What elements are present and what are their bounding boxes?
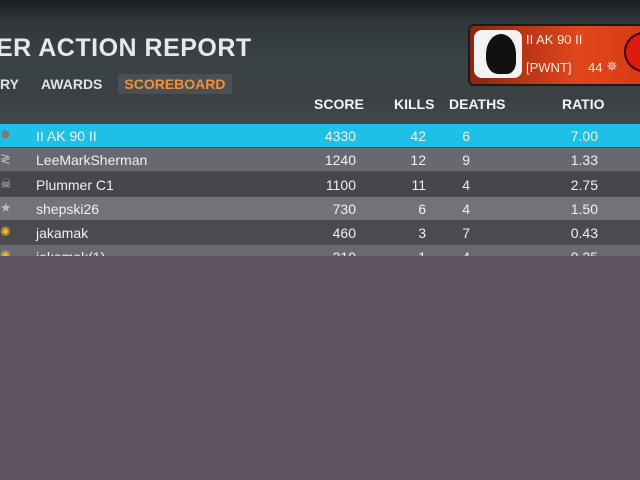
ratio-cell: 1.33	[570, 152, 598, 168]
rank-emblem-icon: ✵	[606, 58, 618, 74]
skull-rank-icon: ☠	[0, 176, 12, 191]
player-name: II AK 90 II	[36, 128, 97, 144]
clan-tag: [PWNT]	[526, 60, 572, 75]
kills-cell: 3	[418, 225, 426, 241]
deaths-cell: 7	[462, 225, 470, 241]
avatar	[474, 30, 522, 78]
player-name: II AK 90 II	[526, 32, 583, 47]
deaths-cell: 9	[462, 152, 470, 168]
player-rank: 44	[588, 60, 603, 75]
tab-bar: RY AWARDS SCOREBOARD	[0, 74, 232, 94]
player-name: shepski26	[36, 201, 100, 217]
column-kills: KILLS	[394, 96, 435, 112]
player-name: Plummer C1	[36, 177, 114, 193]
table-row[interactable]: ☠ Plummer C1 1100 11 4 2.75	[0, 173, 640, 196]
column-score: SCORE	[314, 96, 364, 112]
status-dot-icon	[624, 32, 640, 72]
player-name: jakamak	[36, 225, 89, 241]
table-row[interactable]: ✺ jakamak 460 3 7 0.43	[0, 221, 640, 244]
rank-emblem-icon: ✵	[0, 127, 11, 142]
tab-summary[interactable]: RY	[0, 76, 19, 92]
score-cell: 210	[306, 249, 356, 256]
score-cell: 1100	[325, 177, 356, 193]
chevron-rank-icon: ≷	[0, 151, 11, 166]
score-cell: 730	[332, 201, 356, 217]
table-row[interactable]: ✺ jakamak(1) 210 14 0.25	[0, 245, 640, 256]
player-card: II AK 90 II [PWNT] 44 ✵	[468, 24, 640, 86]
kills-cell: 42	[410, 128, 426, 144]
deaths-cell: 4	[462, 177, 470, 193]
gold-leaf-icon: ✺	[0, 224, 11, 239]
player-name: LeeMarkSherman	[36, 152, 148, 168]
kills-cell: 1	[376, 249, 426, 256]
tab-awards[interactable]: AWARDS	[40, 76, 103, 92]
column-deaths: DEATHS	[449, 96, 506, 112]
player-name: jakamak(1)	[36, 249, 105, 256]
ratio-cell: 1.50	[570, 201, 598, 217]
tab-scoreboard[interactable]: SCOREBOARD	[118, 74, 232, 94]
score-cell: 460	[332, 225, 356, 241]
kills-cell: 6	[418, 201, 426, 217]
star-rank-icon: ★	[0, 200, 12, 215]
gold-leaf-icon: ✺	[0, 248, 11, 256]
table-row[interactable]: ≷ LeeMarkSherman 1240 12 9 1.33	[0, 148, 640, 171]
kills-cell: 11	[411, 177, 426, 193]
page-title: ER ACTION REPORT	[0, 34, 252, 62]
deaths-cell: 4	[462, 201, 470, 217]
score-cell: 4330	[324, 128, 356, 144]
deaths-cell: 6	[462, 128, 470, 144]
table-row[interactable]: ✵ II AK 90 II 4330 42 6 7.00	[0, 124, 640, 147]
ratio-cell: 0.25	[548, 249, 598, 256]
table-row[interactable]: ★ shepski26 730 6 4 1.50	[0, 197, 640, 220]
score-cell: 1240	[324, 152, 356, 168]
ratio-cell: 0.43	[570, 225, 598, 241]
kills-cell: 12	[410, 152, 426, 168]
ratio-cell: 2.75	[570, 177, 598, 193]
column-ratio: RATIO	[562, 96, 605, 112]
ratio-cell: 7.00	[570, 128, 598, 144]
scoreboard-screen: ER ACTION REPORT RY AWARDS SCOREBOARD II…	[0, 0, 640, 256]
deaths-cell: 4	[420, 249, 470, 256]
